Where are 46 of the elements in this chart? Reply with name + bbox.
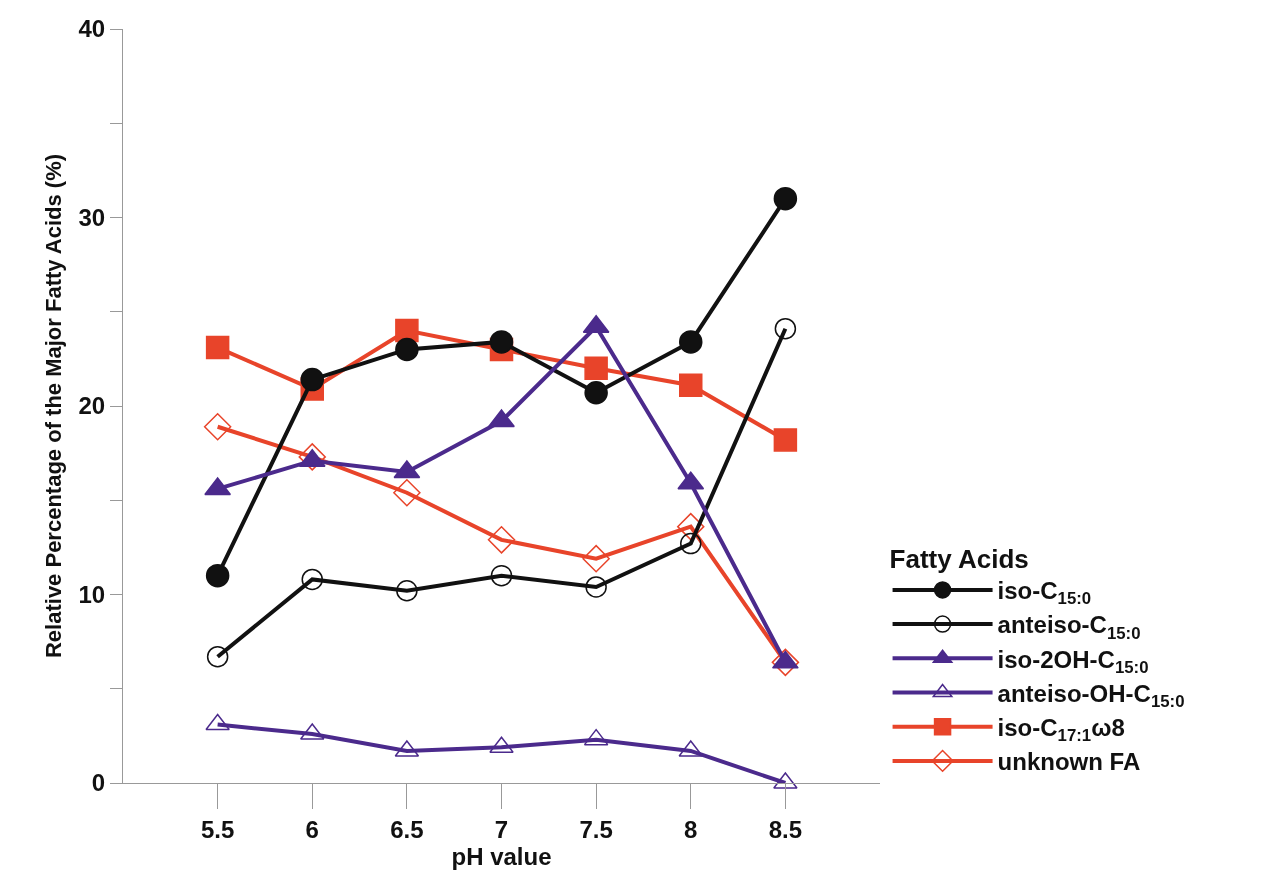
y-tick-label: 40 <box>78 15 106 43</box>
point <box>771 648 800 677</box>
x-tick-label: 7.5 <box>579 815 613 843</box>
point <box>490 564 513 587</box>
point <box>393 478 421 507</box>
y-tick-label: 20 <box>78 392 106 420</box>
x-tick-label: 6.5 <box>390 815 424 843</box>
point <box>301 568 323 591</box>
y-tick-label: 10 <box>78 580 106 608</box>
point <box>205 563 230 588</box>
point <box>489 330 514 354</box>
point <box>773 428 798 452</box>
legend-label: iso-C$_{17:1}$ω8 <box>997 714 1125 746</box>
point <box>677 512 705 541</box>
point <box>487 526 516 554</box>
x-tick-label: 5.5 <box>200 815 235 843</box>
point <box>584 381 608 405</box>
point <box>582 544 610 573</box>
y-tick-label: 30 <box>78 203 106 231</box>
legend-label: anteiso-OH-C$_{15:0}$ <box>997 679 1185 711</box>
x-axis-title: pH value <box>451 842 552 870</box>
x-tick-label: 7 <box>494 815 509 843</box>
legend-title: Fatty Acids <box>889 543 1029 574</box>
legend-label: iso-2OH-C$_{15:0}$ <box>997 645 1149 677</box>
legend-label: unknown FA <box>997 748 1141 776</box>
point <box>300 367 324 392</box>
point <box>584 356 608 381</box>
point <box>396 579 418 602</box>
x-tick-label: 6 <box>305 815 319 843</box>
legend-label: iso-C$_{15:0}$ <box>997 577 1092 609</box>
legend-label: anteiso-C$_{15:0}$ <box>997 611 1141 643</box>
point <box>395 337 419 362</box>
y-axis-title: Relative Percentage of the Major Fatty Acids (%) <box>41 153 67 659</box>
point <box>203 412 232 441</box>
point <box>679 373 703 398</box>
point <box>585 576 607 598</box>
point <box>680 532 702 555</box>
point <box>773 186 798 211</box>
point <box>205 335 230 360</box>
point <box>205 713 230 731</box>
x-tick-label: 8 <box>684 815 698 843</box>
point <box>206 645 229 668</box>
x-tick-label: 8.5 <box>768 815 803 843</box>
y-tick-label: 0 <box>91 769 106 797</box>
point <box>774 317 797 340</box>
point <box>679 330 703 354</box>
